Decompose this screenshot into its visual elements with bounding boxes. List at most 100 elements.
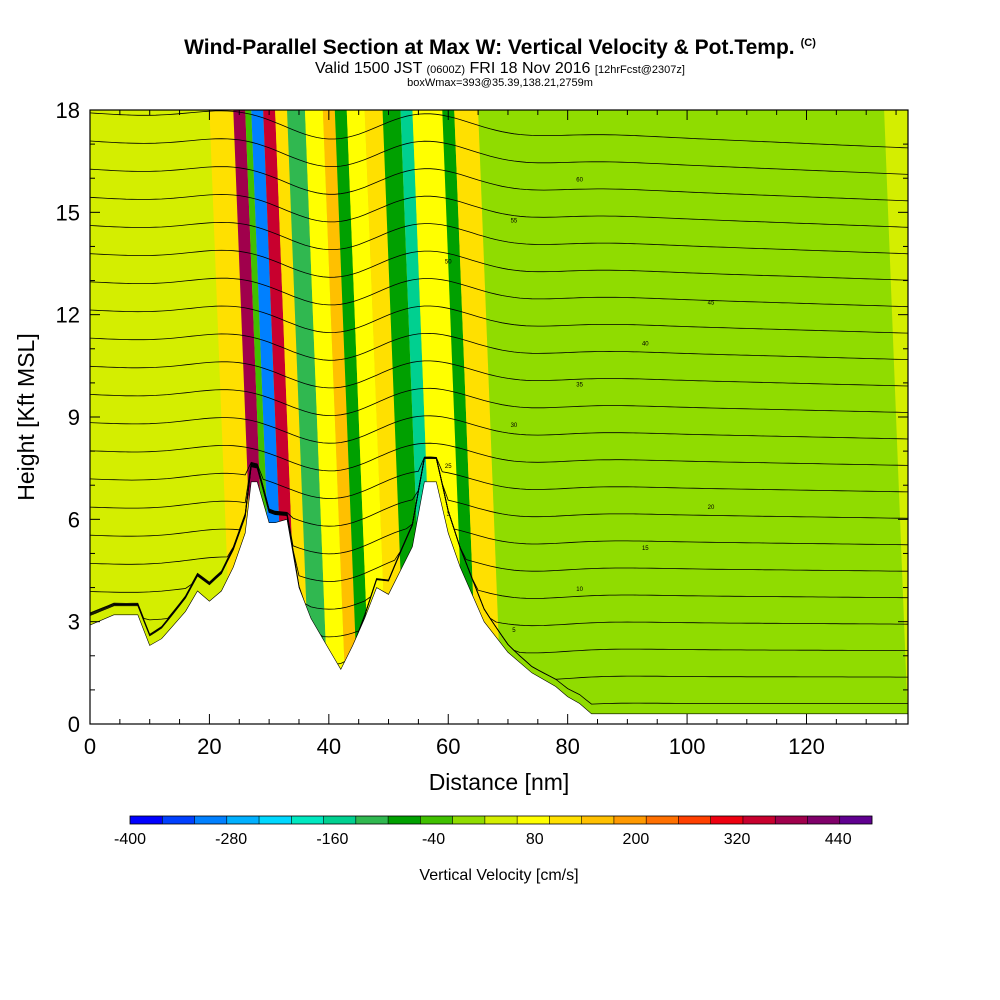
velocity-band-7 [304,110,347,724]
theta-contour-label: 40 [642,341,649,347]
colorbar-swatch [775,816,808,824]
theta-contour-5 [90,457,908,582]
colorbar-swatch [646,816,679,824]
colorbar-swatch [581,816,615,824]
y-tick-label: 15 [56,200,80,225]
colorbar-tick-label: -280 [215,831,247,848]
colorbar-swatch [291,816,324,824]
velocity-band-10 [346,110,389,724]
velocity-band-17 [478,110,908,724]
valid-utc: (0600Z) [426,64,466,76]
box-info: boxWmax=393@35.39,138.21,2759m [407,77,593,89]
x-tick-label: 20 [197,734,221,759]
velocity-band-11 [364,110,407,724]
theta-contour-15 [90,277,908,308]
colorbar-swatch [807,816,841,824]
theta-contour-label: 3 [447,512,451,518]
colorbar-swatch [517,816,550,824]
colorbar-swatch [323,816,357,824]
colorbar-swatch [388,816,421,824]
theta-contour-label: 45 [708,300,715,306]
theta-contour-16 [90,249,908,281]
colorbar-swatch [613,816,647,824]
theta-contour-label: 10 [576,587,583,593]
theta-contour-7 [90,456,908,527]
colorbar-tick-label: -400 [114,831,146,848]
colorbar-swatch [162,816,195,824]
colorbar-swatch [194,816,228,824]
chart-title: Wind-Parallel Section at Max W: Vertical… [0,36,1000,60]
colorbar-swatch [742,816,776,824]
theta-contour-11 [90,387,908,417]
colorbar-swatch [839,816,873,824]
theta-contour-label: 20 [708,505,715,511]
theta-contour-6 [90,456,908,555]
theta-contour-label: 50 [445,260,452,266]
colorbar-tick-label: 200 [623,831,650,848]
x-tick-label: 40 [317,734,341,759]
colorbar-tick-label: 320 [724,831,751,848]
y-axis-label: Height [Kft MSL] [13,333,39,500]
y-tick-label: 9 [68,405,80,430]
theta-contour-9 [90,442,908,472]
theta-contour-4 [90,457,908,610]
theta-contour-label: 55 [511,219,518,225]
valid-prefix: Valid 1500 JST [315,60,423,77]
colorbar-swatch [355,816,389,824]
y-tick-label: 0 [68,712,80,737]
theta-contour-14 [90,305,908,334]
x-tick-label: 100 [669,734,706,759]
copyright-mark: (C) [800,37,816,49]
colorbar-tick-label: 440 [825,831,852,848]
colorbar-title: Vertical Velocity [cm/s] [419,867,578,884]
x-tick-label: 0 [84,734,96,759]
theta-contour-17 [90,221,908,255]
theta-contour-13 [90,332,908,361]
colorbar-tick-label: 80 [526,831,544,848]
theta-contour-label: 30 [511,423,518,429]
y-axis: 0 3 6 9 12 15 18 [56,98,908,737]
velocity-band-6 [287,110,329,724]
y-tick-label: 12 [56,303,80,328]
y-tick-label: 6 [68,507,80,532]
chart-title-text: Wind-Parallel Section at Max W: Vertical… [184,36,795,59]
theta-contour-label: 25 [445,464,452,470]
theta-contour-19 [90,166,908,202]
theta-contour-21 [90,110,908,149]
velocity-band-8 [322,110,359,724]
x-tick-label: 60 [436,734,460,759]
velocity-band-9 [334,110,371,724]
colorbar-swatch [549,816,582,824]
theta-contour-label: 15 [642,546,649,552]
x-tick-label: 120 [788,734,825,759]
velocity-band-16 [454,110,502,724]
colorbar-swatch [130,816,163,824]
theta-contour-10 [90,415,908,444]
colorbar-tick-label: -40 [422,831,445,848]
y-tick-label: 18 [56,98,80,123]
valid-date: FRI 18 Nov 2016 [469,60,591,77]
colorbar-tick-label: -160 [316,831,348,848]
theta-contour-12 [90,360,908,389]
x-tick-label: 80 [555,734,579,759]
terrain [90,481,908,724]
theta-contour-18 [90,194,908,228]
velocity-band-5 [275,110,311,724]
theta-contour-20 [90,138,908,175]
colorbar-swatch [259,816,292,824]
x-axis-label: Distance [nm] [429,769,570,795]
theta-contour-label: 60 [576,178,583,184]
theta-contour-8 [90,456,908,500]
colorbar-swatch [226,816,260,824]
colorbar-swatch [710,816,744,824]
colorbar-frame [129,815,873,825]
x-axis: 0 20 40 60 80 100 120 [84,110,897,759]
colorbar-swatch [420,816,453,824]
colorbar-swatch [452,816,486,824]
theta-contour-label: 35 [576,382,583,388]
colorbar-swatch [484,816,518,824]
y-tick-label: 3 [68,610,80,635]
theta-contour-label: 5 [512,628,516,634]
